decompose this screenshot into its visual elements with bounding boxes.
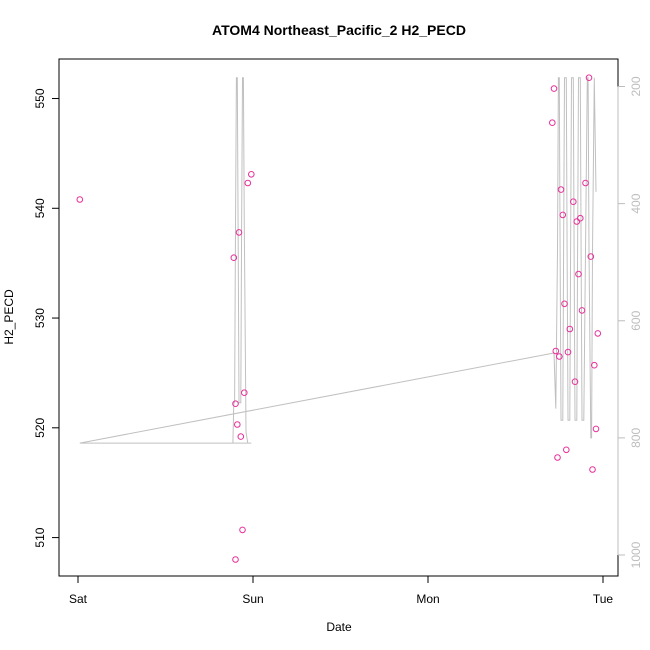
data-point xyxy=(232,556,239,563)
data-point xyxy=(585,74,593,81)
data-point xyxy=(241,389,248,397)
data-point xyxy=(578,307,586,314)
profile-line-layer xyxy=(79,77,597,444)
data-point xyxy=(239,526,246,534)
data-point xyxy=(591,361,598,369)
data-point xyxy=(563,446,570,454)
plot-frame xyxy=(58,58,619,577)
y2-tick-label: 1000 xyxy=(629,541,643,568)
y-axis: 510 520 530 540 550 xyxy=(33,88,60,548)
x-tick-label: Tue xyxy=(593,592,614,606)
data-point xyxy=(556,353,563,360)
data-point xyxy=(552,347,560,355)
y-tick-label: 510 xyxy=(33,527,47,547)
y2-axis: 200 400 600 800 1000 xyxy=(617,76,643,568)
y-axis-label: H2_PECD xyxy=(2,289,16,345)
x-axis-label: Date xyxy=(326,620,352,634)
x-tick-label: Sun xyxy=(242,592,263,606)
data-point xyxy=(582,179,589,187)
data-point xyxy=(589,466,596,473)
y2-tick-label: 400 xyxy=(629,193,643,213)
y2-tick-label: 200 xyxy=(629,76,643,96)
data-point xyxy=(557,186,565,193)
data-point xyxy=(244,179,252,187)
x-tick-label: Sat xyxy=(69,592,88,606)
y-tick-label: 540 xyxy=(33,198,47,218)
y-tick-label: 530 xyxy=(33,308,47,328)
data-point xyxy=(592,425,600,433)
data-point xyxy=(566,325,574,333)
data-point xyxy=(237,433,245,440)
data-point xyxy=(587,253,595,260)
x-tick-label: Mon xyxy=(416,592,439,606)
data-point xyxy=(570,198,577,205)
chart-title: ATOM4 Northeast_Pacific_2 H2_PECD xyxy=(212,22,466,38)
data-point xyxy=(571,378,579,386)
data-point xyxy=(235,229,243,236)
data-point xyxy=(248,171,255,178)
y2-tick-label: 800 xyxy=(629,428,643,448)
data-point xyxy=(559,211,567,219)
data-point xyxy=(234,421,241,428)
data-point xyxy=(76,196,84,203)
data-point xyxy=(550,85,558,92)
data-point xyxy=(575,270,582,278)
data-point xyxy=(564,348,572,356)
data-point xyxy=(232,400,239,408)
y-tick-label: 550 xyxy=(33,88,47,108)
data-point xyxy=(549,119,556,126)
y-tick-label: 520 xyxy=(33,417,47,437)
profile-line xyxy=(79,77,597,444)
data-point xyxy=(577,214,584,222)
data-point xyxy=(230,254,238,262)
points-layer xyxy=(76,74,602,563)
y2-tick-label: 600 xyxy=(629,310,643,330)
data-point xyxy=(554,454,561,461)
data-point xyxy=(594,330,602,337)
data-point xyxy=(561,300,568,308)
data-point xyxy=(573,218,581,225)
x-axis: Sat Sun Mon Tue xyxy=(69,575,614,606)
